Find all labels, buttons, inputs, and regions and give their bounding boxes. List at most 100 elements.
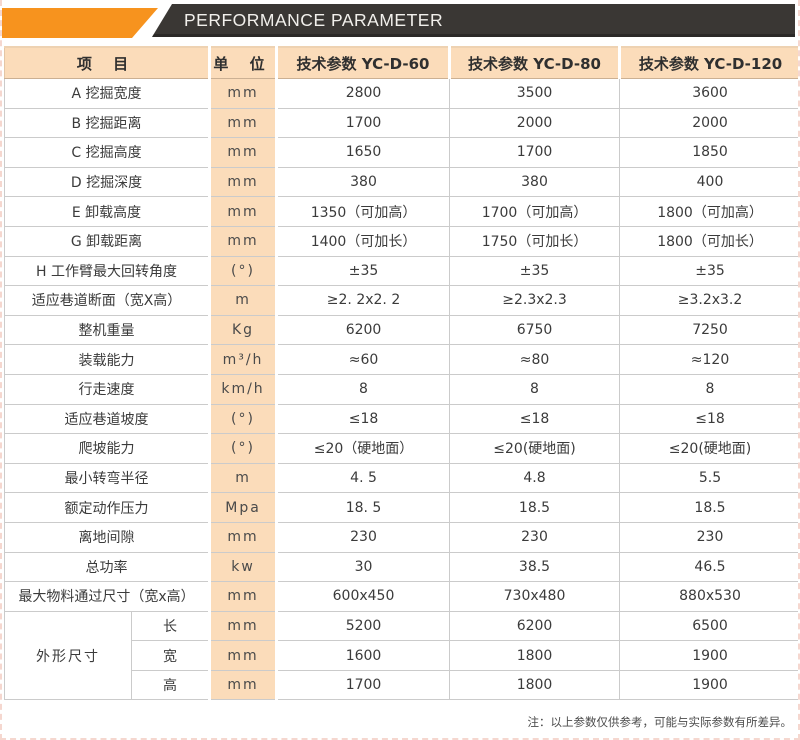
value-cell-ycd120: 8 bbox=[619, 373, 798, 405]
value-cell-ycd120: ≥3.2x3.2 bbox=[619, 285, 798, 316]
table-row: A 挖掘宽度 mm 2800 3500 3600 bbox=[3, 78, 798, 109]
value-cell-ycd80: 1700（可加高） bbox=[449, 196, 621, 227]
unit-cell: mm bbox=[208, 196, 279, 227]
value-cell-ycd80: ≤18 bbox=[449, 403, 621, 435]
item-cell: 适应巷道坡度 bbox=[3, 403, 211, 435]
value-cell-ycd80: 38.5 bbox=[449, 551, 621, 583]
value-cell-ycd80: 730x480 bbox=[449, 581, 621, 612]
item-cell: G 卸载距离 bbox=[3, 225, 211, 257]
unit-cell: (°) bbox=[208, 433, 279, 464]
col-header-ycd60: 技术参数 YC-D-60 bbox=[275, 46, 452, 79]
value-cell-ycd120: 1800（可加长） bbox=[619, 225, 798, 257]
table-row: 额定动作压力 Mpa 18. 5 18.5 18.5 bbox=[3, 492, 798, 523]
dim-group-label-cell: 外形尺寸 bbox=[4, 610, 132, 701]
table-row: 适应巷道坡度 (°) ≤18 ≤18 ≤18 bbox=[3, 403, 798, 435]
item-cell: A 挖掘宽度 bbox=[3, 78, 211, 109]
value-cell-ycd80: ≈80 bbox=[449, 344, 621, 375]
table-row: C 挖掘高度 mm 1650 1700 1850 bbox=[3, 137, 798, 168]
unit-cell: mm bbox=[208, 166, 279, 198]
table-row: 爬坡能力 (°) ≤20（硬地面） ≤20(硬地面) ≤20(硬地面) bbox=[3, 433, 798, 464]
value-cell-ycd120: 400 bbox=[619, 166, 798, 198]
item-cell: B 挖掘距离 bbox=[3, 107, 211, 139]
value-cell-ycd60: 1700 bbox=[276, 107, 451, 139]
spec-table: 项 目 单 位 技术参数 YC-D-60 技术参数 YC-D-80 技术参数 Y… bbox=[3, 46, 798, 701]
table-row: 高 mm 1700 1800 1900 bbox=[5, 669, 798, 701]
unit-cell: mm bbox=[208, 521, 279, 553]
table-row: 适应巷道断面（宽X高） m ≥2. 2x2. 2 ≥2.3x2.3 ≥3.2x3.2 bbox=[3, 285, 798, 316]
table-row: 行走速度 km/h 8 8 8 bbox=[3, 373, 798, 405]
table-row: 最小转弯半径 m 4. 5 4.8 5.5 bbox=[3, 462, 798, 494]
table-row: 整机重量 Kg 6200 6750 7250 bbox=[3, 314, 798, 346]
table-row: 总功率 kw 30 38.5 46.5 bbox=[3, 551, 798, 583]
unit-cell: mm bbox=[208, 78, 279, 109]
item-cell: H 工作臂最大回转角度 bbox=[3, 255, 211, 287]
col-header-ycd120: 技术参数 YC-D-120 bbox=[618, 46, 798, 79]
header-row: 项 目 单 位 技术参数 YC-D-60 技术参数 YC-D-80 技术参数 Y… bbox=[3, 46, 798, 79]
item-cell: 适应巷道断面（宽X高） bbox=[3, 285, 211, 316]
value-cell-ycd60: 380 bbox=[276, 166, 451, 198]
unit-cell: mm bbox=[208, 581, 279, 612]
unit-cell: mm bbox=[208, 137, 279, 168]
value-cell-ycd120: ≤18 bbox=[619, 403, 798, 435]
col-header-unit: 单 位 bbox=[208, 46, 279, 79]
item-cell: D 挖掘深度 bbox=[3, 166, 211, 198]
value-cell-ycd60: 2800 bbox=[276, 78, 451, 109]
item-cell: C 挖掘高度 bbox=[3, 137, 211, 168]
table-row: 最大物料通过尺寸（宽x高） mm 600x450 730x480 880x530 bbox=[3, 581, 798, 612]
value-cell-ycd80: ±35 bbox=[449, 255, 621, 287]
value-cell-ycd120: ±35 bbox=[619, 255, 798, 287]
value-cell-ycd60: 5200 bbox=[276, 610, 451, 642]
unit-cell: mm bbox=[208, 669, 279, 701]
value-cell-ycd80: 380 bbox=[449, 166, 621, 198]
unit-cell: mm bbox=[208, 225, 279, 257]
value-cell-ycd80: 230 bbox=[449, 521, 621, 553]
value-cell-ycd80: 6200 bbox=[449, 610, 621, 642]
value-cell-ycd120: 1900 bbox=[619, 640, 798, 671]
value-cell-ycd80: 18.5 bbox=[449, 492, 621, 523]
value-cell-ycd120: ≈120 bbox=[619, 344, 798, 375]
unit-cell: mm bbox=[208, 107, 279, 139]
value-cell-ycd60: ≤18 bbox=[276, 403, 451, 435]
value-cell-ycd60: ≥2. 2x2. 2 bbox=[276, 285, 451, 316]
table-row: H 工作臂最大回转角度 (°) ±35 ±35 ±35 bbox=[3, 255, 798, 287]
value-cell-ycd60: 4. 5 bbox=[276, 462, 451, 494]
col-header-item: 项 目 bbox=[3, 46, 212, 79]
value-cell-ycd80: ≤20(硬地面) bbox=[449, 433, 621, 464]
value-cell-ycd80: 1800 bbox=[449, 669, 621, 701]
unit-cell: Mpa bbox=[208, 492, 279, 523]
value-cell-ycd60: ≤20（硬地面） bbox=[276, 433, 451, 464]
value-cell-ycd60: 8 bbox=[276, 373, 451, 405]
unit-cell: km/h bbox=[208, 373, 279, 405]
value-cell-ycd120: 18.5 bbox=[619, 492, 798, 523]
unit-cell: kw bbox=[208, 551, 279, 583]
value-cell-ycd120: 7250 bbox=[619, 314, 798, 346]
value-cell-ycd120: 3600 bbox=[619, 78, 798, 109]
unit-cell: m bbox=[208, 285, 279, 316]
value-cell-ycd60: 18. 5 bbox=[276, 492, 451, 523]
banner-bar: PERFORMANCE PARAMETER bbox=[152, 4, 795, 37]
value-cell-ycd60: 1700 bbox=[276, 669, 451, 701]
table-row: G 卸载距离 mm 1400（可加长） 1750（可加长） 1800（可加长） bbox=[3, 225, 798, 257]
dim-sub-item-cell: 宽 bbox=[130, 640, 211, 671]
item-cell: 最大物料通过尺寸（宽x高） bbox=[3, 581, 211, 612]
value-cell-ycd120: 2000 bbox=[619, 107, 798, 139]
value-cell-ycd120: 1900 bbox=[619, 669, 798, 701]
value-cell-ycd80: 6750 bbox=[449, 314, 621, 346]
page-title: PERFORMANCE PARAMETER bbox=[184, 10, 444, 30]
value-cell-ycd120: 5.5 bbox=[619, 462, 798, 494]
value-cell-ycd120: 6500 bbox=[619, 610, 798, 642]
item-cell: 整机重量 bbox=[3, 314, 211, 346]
value-cell-ycd80: 3500 bbox=[449, 78, 621, 109]
table-row: B 挖掘距离 mm 1700 2000 2000 bbox=[3, 107, 798, 139]
table-row: 装载能力 m³/h ≈60 ≈80 ≈120 bbox=[3, 344, 798, 375]
value-cell-ycd80: 1750（可加长） bbox=[449, 225, 621, 257]
value-cell-ycd120: 1850 bbox=[619, 137, 798, 168]
value-cell-ycd80: 1800 bbox=[449, 640, 621, 671]
value-cell-ycd60: ±35 bbox=[276, 255, 451, 287]
table-row: 宽 mm 1600 1800 1900 bbox=[5, 640, 798, 671]
unit-cell: Kg bbox=[208, 314, 279, 346]
footnote: 注：以上参数仅供参考，可能与实际参数有所差异。 bbox=[527, 715, 793, 729]
dim-sub-item-cell: 长 bbox=[130, 610, 211, 642]
table-row: D 挖掘深度 mm 380 380 400 bbox=[3, 166, 798, 198]
